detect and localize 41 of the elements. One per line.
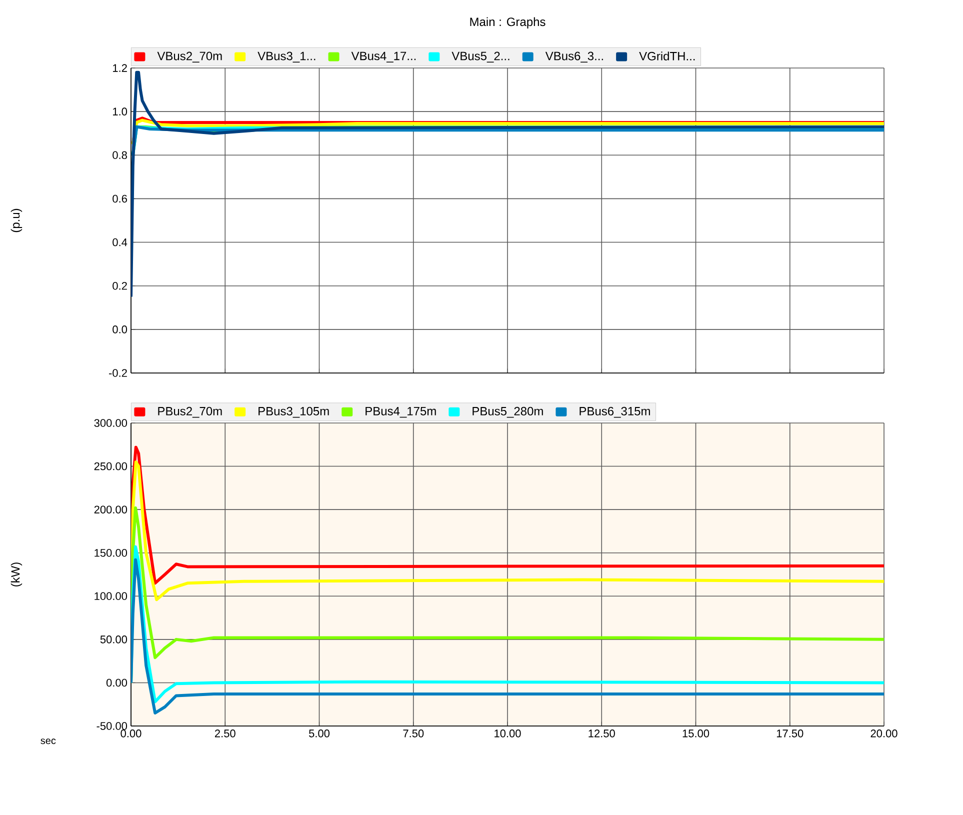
x-tick-label: 12.50 (588, 730, 615, 738)
y-tick-label: 0.4 (112, 238, 128, 246)
legend-label: PBus5_280m (472, 406, 543, 418)
legend-label: VBus4_17... (351, 52, 416, 62)
y-tick-label: 200.00 (94, 506, 128, 514)
y-tick-label: 0.0 (112, 326, 128, 334)
x-tick-label: 20.00 (870, 730, 898, 738)
x-tick-label: 10.00 (494, 730, 521, 738)
y-tick-label: 300.00 (94, 419, 128, 427)
y-tick-label: 50.00 (100, 636, 128, 644)
x-tick-label: 7.50 (403, 730, 424, 738)
x-tick-label: 17.50 (776, 730, 804, 738)
y-axis-title: (kW) (10, 562, 22, 586)
y-tick-label: 150.00 (94, 548, 128, 557)
y-tick-label: -0.2 (109, 369, 127, 377)
y-tick-label: 0.8 (112, 151, 127, 160)
y-tick-label: 0.00 (106, 678, 128, 687)
legend-label: VBus5_2... (452, 52, 510, 63)
y-tick-label: 0.2 (112, 282, 127, 290)
legend-label: PBus4_175m (366, 406, 436, 418)
x-tick-label: 5.00 (308, 730, 330, 738)
y-tick-label: -50.00 (96, 722, 128, 730)
legend-label: PBus3_105m (258, 406, 329, 418)
y-axis-title: (p.u) (10, 208, 22, 232)
y-tick-label: 0.6 (112, 194, 127, 203)
y-tick-label: 100.00 (94, 592, 128, 600)
y-tick-label: 250.00 (94, 462, 128, 470)
x-axis-title: sec (40, 738, 56, 744)
x-tick-label: 2.50 (214, 730, 236, 738)
legend-label: VBus2_70m (157, 52, 222, 63)
line-series (131, 70, 884, 298)
legend-label: PBus2_70m (158, 406, 222, 418)
legend-label: PBus6_315m (580, 406, 650, 418)
chart-title: Main : Graphs (470, 17, 546, 28)
x-tick-label: 15.00 (682, 730, 710, 738)
y-tick-label: 1.0 (113, 108, 128, 116)
x-tick-label: 0.00 (120, 730, 142, 738)
legend-label: VBus6_3... (545, 52, 603, 63)
y-tick-label: 1.2 (113, 64, 127, 72)
legend-label: VGridTH... (639, 52, 695, 60)
legend-label: VBus3_1... (258, 52, 316, 63)
